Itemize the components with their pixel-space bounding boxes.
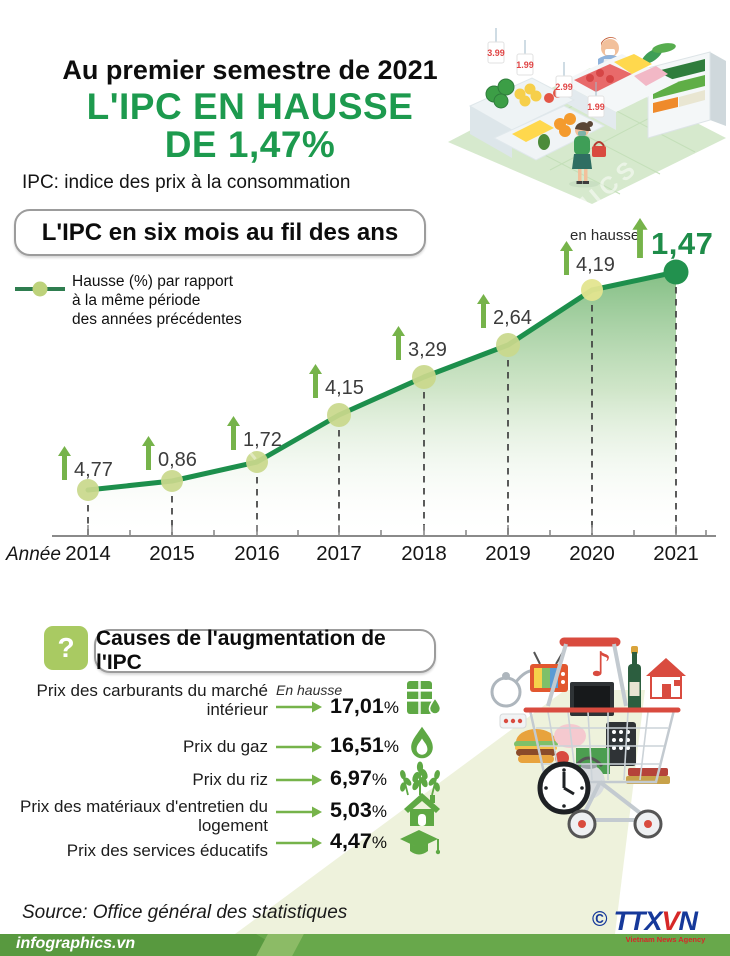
footer-bar-wedge xyxy=(256,934,304,956)
cause-label-rice: Prix du riz xyxy=(192,770,268,789)
line-chart xyxy=(52,259,716,537)
cause-label-fuel: Prix des carburants du marché intérieur xyxy=(36,681,269,719)
year-tick: 2017 xyxy=(316,542,362,565)
question-mark-icon: ? xyxy=(44,626,88,670)
year-tick: 2018 xyxy=(401,542,447,565)
cause-value-education: 4,47% xyxy=(330,829,387,853)
rice-stalks-icon xyxy=(400,761,440,796)
footer-bar-trapezoid xyxy=(0,934,292,956)
house-icon xyxy=(404,793,440,826)
bottle-item xyxy=(628,646,641,712)
point-label-2018: 3,29 xyxy=(392,326,447,360)
point-label-2020: 4,19 xyxy=(560,241,615,275)
page-title-line1: L'IPC EN HAUSSE xyxy=(86,86,414,127)
cause-note-en-hausse: En hausse xyxy=(276,682,343,698)
right-arrow-icon xyxy=(276,701,322,713)
point-label-2017: 4,15 xyxy=(309,364,364,398)
year-tick: 2021 xyxy=(653,542,699,565)
price-tag: 1.99 xyxy=(516,60,534,70)
agency-logo: © TTXVN Vietnam News Agency xyxy=(592,906,717,945)
up-arrow-icon xyxy=(392,326,405,360)
year-tick: 2020 xyxy=(569,542,615,565)
cause-value-fuel: 17,01% xyxy=(330,694,399,718)
shopping-cart-illustration: ♪ xyxy=(490,637,686,839)
shopper-figure xyxy=(569,121,606,188)
point-label-2016: 1,72 xyxy=(227,416,282,450)
cause-label-gas: Prix du gaz xyxy=(182,737,268,756)
up-arrow-icon xyxy=(632,218,648,258)
agency-name: TTXVN xyxy=(613,906,698,936)
copyright-icon: © xyxy=(592,908,608,931)
legend-text: Hausse (%) par rapport à la même période… xyxy=(72,273,242,328)
svg-text:♪: ♪ xyxy=(590,645,612,685)
oil-barrel-icon xyxy=(407,681,442,715)
legend-marker-icon xyxy=(15,281,65,297)
graduation-cap-icon xyxy=(400,830,440,855)
site-name: infographics.vn xyxy=(16,935,136,952)
year-tick: 2016 xyxy=(234,542,280,565)
year-tick: 2015 xyxy=(149,542,195,565)
x-axis-title: Année xyxy=(6,544,61,565)
house-item xyxy=(646,658,686,699)
cause-value-housing: 5,03% xyxy=(330,798,387,822)
price-tag: 3.99 xyxy=(487,48,505,58)
price-tags: 3.99 1.99 2.99 1.99 xyxy=(487,28,605,118)
market-illustration: 3.99 1.99 2.99 1.99 xyxy=(448,28,726,204)
cause-value-rice: 6,97% xyxy=(330,766,387,790)
price-tag: 1.99 xyxy=(587,102,605,112)
clock-item xyxy=(537,761,591,815)
price-tag: 2.99 xyxy=(555,82,573,92)
year-tick: 2019 xyxy=(485,542,531,565)
cause-label-education: Prix des services éducatifs xyxy=(66,841,268,860)
point-label-2014: 4,77 xyxy=(58,446,113,480)
chart-title-pill: L'IPC en six mois au fil des ans xyxy=(14,209,426,256)
cause-value-gas: 16,51% xyxy=(330,733,399,757)
annotation-en-hausse: en hausse xyxy=(570,227,640,244)
year-tick: 2014 xyxy=(65,542,111,565)
up-arrow-icon xyxy=(477,294,490,328)
source-note: Source: Office général des statistiques xyxy=(22,902,348,923)
up-arrow-icon xyxy=(309,364,322,398)
phone-item xyxy=(606,722,636,766)
footer-bar: infographics.vn xyxy=(0,934,730,956)
right-arrow-icon xyxy=(276,806,322,818)
page-title-line2: DE 1,47% xyxy=(164,124,336,165)
header-kicker: Au premier semestre de 2021 xyxy=(62,55,438,85)
right-arrow-icon xyxy=(276,774,322,786)
causes-title-pill: Causes de l'augmentation de l'IPC xyxy=(94,627,436,674)
agency-subtitle: Vietnam News Agency xyxy=(625,935,706,944)
point-label-2015: 0,86 xyxy=(142,436,197,470)
up-arrow-icon xyxy=(58,446,71,480)
point-label-2021-highlight: 1,47 xyxy=(632,218,713,259)
produce-stand xyxy=(468,77,606,161)
right-arrow-icon xyxy=(276,837,322,849)
ipc-definition: IPC: indice des prix à la consommation xyxy=(22,172,351,193)
gas-flame-icon xyxy=(411,726,433,759)
up-arrow-icon xyxy=(142,436,155,470)
up-arrow-icon xyxy=(560,241,573,275)
right-arrow-icon xyxy=(276,741,322,753)
cause-label-housing: Prix des matériaux d'entretien du logeme… xyxy=(20,797,268,835)
point-label-2019: 2,64 xyxy=(477,294,532,328)
up-arrow-icon xyxy=(227,416,240,450)
